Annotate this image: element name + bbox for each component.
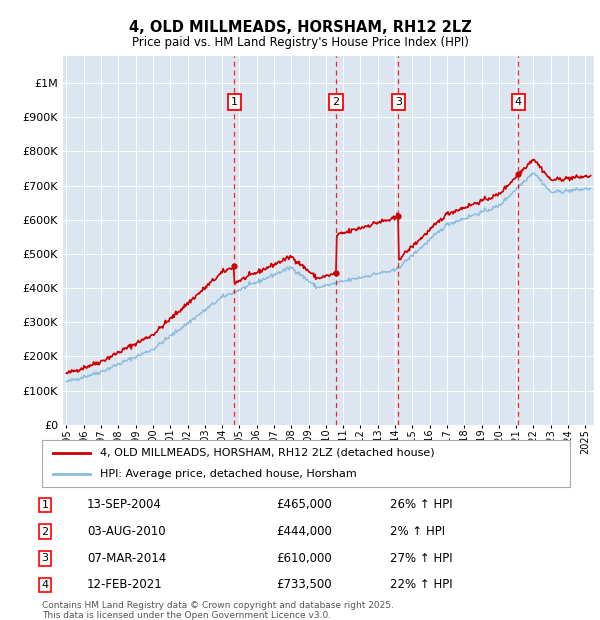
Text: 13-SEP-2004: 13-SEP-2004: [87, 498, 162, 511]
Text: 4: 4: [41, 580, 49, 590]
Text: 1: 1: [41, 500, 49, 510]
Text: 4: 4: [515, 97, 522, 107]
Text: 4, OLD MILLMEADS, HORSHAM, RH12 2LZ (detached house): 4, OLD MILLMEADS, HORSHAM, RH12 2LZ (det…: [100, 448, 435, 458]
Text: HPI: Average price, detached house, Horsham: HPI: Average price, detached house, Hors…: [100, 469, 357, 479]
Text: Contains HM Land Registry data © Crown copyright and database right 2025.
This d: Contains HM Land Registry data © Crown c…: [42, 601, 394, 620]
Text: 26% ↑ HPI: 26% ↑ HPI: [390, 498, 452, 511]
Text: £465,000: £465,000: [276, 498, 332, 511]
Text: 22% ↑ HPI: 22% ↑ HPI: [390, 578, 452, 591]
Text: £610,000: £610,000: [276, 552, 332, 565]
Text: 27% ↑ HPI: 27% ↑ HPI: [390, 552, 452, 565]
Text: £733,500: £733,500: [276, 578, 332, 591]
Text: 07-MAR-2014: 07-MAR-2014: [87, 552, 166, 565]
Text: 2: 2: [332, 97, 340, 107]
Text: 4, OLD MILLMEADS, HORSHAM, RH12 2LZ: 4, OLD MILLMEADS, HORSHAM, RH12 2LZ: [128, 20, 472, 35]
Text: 2: 2: [41, 526, 49, 537]
Text: 03-AUG-2010: 03-AUG-2010: [87, 525, 166, 538]
Text: 3: 3: [41, 553, 49, 564]
Text: 2% ↑ HPI: 2% ↑ HPI: [390, 525, 445, 538]
Text: £444,000: £444,000: [276, 525, 332, 538]
Text: 12-FEB-2021: 12-FEB-2021: [87, 578, 163, 591]
Text: 1: 1: [231, 97, 238, 107]
Text: Price paid vs. HM Land Registry's House Price Index (HPI): Price paid vs. HM Land Registry's House …: [131, 36, 469, 49]
Text: 3: 3: [395, 97, 402, 107]
